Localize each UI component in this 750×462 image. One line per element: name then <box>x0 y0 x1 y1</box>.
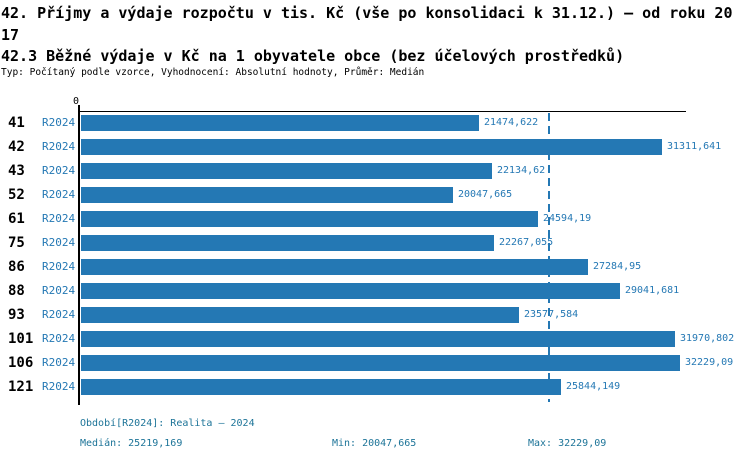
row-period-label: R2024 <box>42 332 76 345</box>
bar <box>81 139 662 155</box>
row-period-label: R2024 <box>42 308 76 321</box>
row-period-label: R2024 <box>42 164 76 177</box>
chart-row: 42 R2024 31311,641 <box>0 139 750 155</box>
chart-row: 106 R2024 32229,09 <box>0 355 750 371</box>
bar <box>81 307 519 323</box>
row-id-label: 52 <box>8 187 25 203</box>
row-period-label: R2024 <box>42 116 76 129</box>
y-axis-line <box>78 105 80 405</box>
bar-value-label: 23577,584 <box>524 309 579 320</box>
row-id-label: 86 <box>8 259 25 275</box>
chart-row: 101 R2024 31970,802 <box>0 331 750 347</box>
bar <box>81 211 538 227</box>
report-title: 42. Příjmy a výdaje rozpočtu v tis. Kč (… <box>1 4 733 44</box>
chart-row: 41 R2024 21474,622 <box>0 115 750 131</box>
bar-value-label: 22267,055 <box>499 237 554 248</box>
bar-value-label: 21474,622 <box>484 117 539 128</box>
bar-value-label: 22134,62 <box>497 165 546 176</box>
bar-value-label: 24594,19 <box>543 213 592 224</box>
row-period-label: R2024 <box>42 260 76 273</box>
bar <box>81 187 453 203</box>
x-axis-origin-label: 0 <box>72 96 80 107</box>
row-period-label: R2024 <box>42 284 76 297</box>
bar <box>81 283 620 299</box>
row-id-label: 75 <box>8 235 25 251</box>
chart-row: 88 R2024 29041,681 <box>0 283 750 299</box>
bar-value-label: 27284,95 <box>593 261 642 272</box>
row-id-label: 93 <box>8 307 25 323</box>
bar <box>81 355 680 371</box>
footer-period-line: Období[R2024]: Realita – 2024 <box>80 418 255 429</box>
row-id-label: 88 <box>8 283 25 299</box>
row-id-label: 106 <box>8 355 34 371</box>
x-axis-line <box>79 111 686 112</box>
chart-row: 43 R2024 22134,62 <box>0 163 750 179</box>
chart-row: 86 R2024 27284,95 <box>0 259 750 275</box>
row-period-label: R2024 <box>42 188 76 201</box>
bar <box>81 163 492 179</box>
indicator-title: 42.3 Běžné výdaje v Kč na 1 obyvatele ob… <box>1 47 625 65</box>
bar <box>81 259 588 275</box>
bar <box>81 235 494 251</box>
bar-value-label: 20047,665 <box>458 189 513 200</box>
row-period-label: R2024 <box>42 140 76 153</box>
row-period-label: R2024 <box>42 212 76 225</box>
row-id-label: 43 <box>8 163 25 179</box>
bar-value-label: 25844,149 <box>566 381 621 392</box>
footer-max-stat: Max: 32229,09 <box>528 438 607 449</box>
row-id-label: 101 <box>8 331 34 347</box>
row-id-label: 61 <box>8 211 25 227</box>
bar-value-label: 31970,802 <box>680 333 735 344</box>
median-reference-line <box>548 113 550 402</box>
row-period-label: R2024 <box>42 380 76 393</box>
bar <box>81 379 561 395</box>
chart-row: 121 R2024 25844,149 <box>0 379 750 395</box>
bar-value-label: 32229,09 <box>685 357 734 368</box>
chart-row: 52 R2024 20047,665 <box>0 187 750 203</box>
row-id-label: 42 <box>8 139 25 155</box>
bar-value-label: 29041,681 <box>625 285 680 296</box>
footer-median-stat: Medián: 25219,169 <box>80 438 183 449</box>
chart-row: 93 R2024 23577,584 <box>0 307 750 323</box>
row-period-label: R2024 <box>42 236 76 249</box>
bar <box>81 331 675 347</box>
bar <box>81 115 479 131</box>
row-id-label: 121 <box>8 379 34 395</box>
footer-min-stat: Min: 20047,665 <box>332 438 417 449</box>
row-id-label: 41 <box>8 115 25 131</box>
row-period-label: R2024 <box>42 356 76 369</box>
bar-value-label: 31311,641 <box>667 141 722 152</box>
chart-row: 61 R2024 24594,19 <box>0 211 750 227</box>
report-subtitle: Typ: Počítaný podle vzorce, Vyhodnocení:… <box>1 67 425 78</box>
chart-row: 75 R2024 22267,055 <box>0 235 750 251</box>
